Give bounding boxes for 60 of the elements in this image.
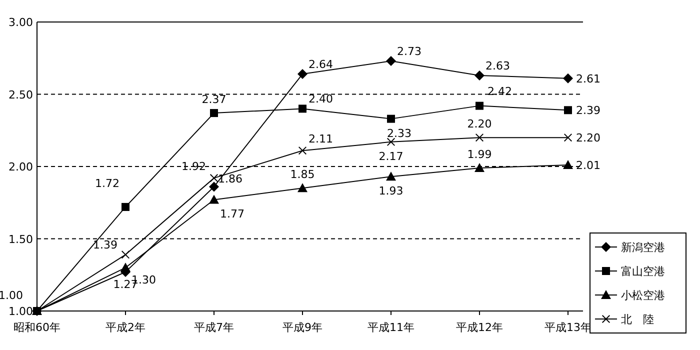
data-label: 2.37 [202,93,226,106]
point [120,262,130,272]
point [563,73,573,84]
point [387,138,395,146]
legend-label: 小松空港 [621,289,665,302]
y-tick-label: 3.00 [8,16,33,29]
point [387,114,395,123]
x-tick-label: 平成11年 [368,321,414,334]
data-label: 2.64 [308,58,333,72]
data-label: 1.92 [182,160,206,174]
x-tick-label: 昭和60年 [14,321,60,334]
point [298,104,306,113]
data-label: 2.01 [576,159,600,172]
point [563,160,573,170]
data-label: 1.86 [218,172,242,186]
data-label: 1.72 [95,176,120,190]
data-label: 2.20 [576,132,600,145]
point [210,174,218,182]
data-label: 1.93 [378,184,404,198]
point [209,182,219,192]
x-tick-label: 平成12年 [456,321,503,334]
data-label: 1.00 [0,289,23,302]
point [474,162,484,172]
x-tick-label: 平成2年 [106,321,146,334]
point [564,106,572,114]
point [298,146,306,155]
point [386,172,396,181]
data-label: 2.39 [576,104,600,118]
data-label: 2.73 [397,45,422,58]
point [386,56,396,66]
point [210,109,218,118]
point [476,134,484,142]
point [476,102,484,110]
data-label: 2.33 [387,126,412,140]
point [298,183,308,192]
y-tick-label: 2.50 [8,88,33,102]
legend-label: 富山空港 [621,265,665,278]
y-tick-label: 2.00 [8,160,33,174]
y-tick-label: 1.50 [8,232,33,246]
data-label: 2.63 [486,59,510,72]
legend-label: 新潟空港 [621,241,665,254]
data-label: 2.11 [308,132,333,146]
point [474,70,484,80]
y-tick-label: 1.00 [8,305,33,318]
data-label: 1.39 [93,238,118,252]
point [122,202,130,211]
point [122,250,130,259]
legend-label: 北 陸 [621,313,654,326]
point [209,194,219,204]
data-label: 1.77 [220,208,244,221]
data-label: 1.85 [290,168,315,182]
point [298,69,308,80]
data-label: 2.17 [378,150,404,163]
data-label: 1.99 [467,148,492,161]
x-tick-label: 平成7年 [194,321,234,334]
data-label: 2.20 [467,118,492,131]
point [564,134,572,142]
data-label: 2.40 [308,92,333,106]
x-tick-label: 平成9年 [282,321,322,334]
data-label: 2.61 [576,72,600,86]
